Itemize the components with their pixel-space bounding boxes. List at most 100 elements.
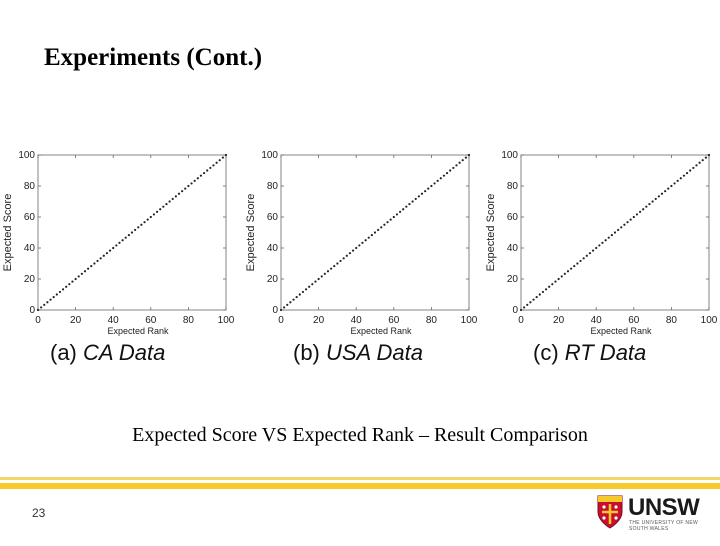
data-point: [351, 249, 355, 252]
y-tick-label: 40: [507, 243, 519, 254]
figure-caption: Expected Score VS Expected Rank – Result…: [132, 424, 588, 446]
panel-label: (b): [293, 340, 326, 365]
data-point: [199, 174, 203, 177]
data-point: [320, 275, 323, 278]
x-tick-label: 0: [278, 315, 284, 326]
data-point: [623, 223, 626, 226]
data-point: [642, 208, 645, 211]
data-point: [52, 295, 55, 299]
data-point: [149, 215, 152, 219]
data-point: [523, 306, 526, 309]
data-point: [405, 205, 408, 208]
data-point: [427, 187, 430, 190]
data-point: [134, 228, 137, 232]
data-point: [651, 200, 654, 203]
data-point: [626, 221, 629, 224]
x-axis-label: Expected Rank: [107, 326, 169, 336]
y-axis-label: Expected Score: [2, 194, 14, 272]
data-point: [467, 153, 471, 157]
data-point: [629, 218, 632, 221]
data-point: [566, 270, 570, 273]
x-tick-label: 100: [218, 315, 235, 326]
data-point: [358, 244, 361, 247]
logo-wordmark: UNSW: [628, 494, 700, 521]
data-point: [576, 262, 579, 265]
x-tick-label: 80: [183, 315, 195, 326]
y-tick-label: 100: [261, 150, 278, 161]
data-point: [202, 171, 206, 175]
data-point: [143, 221, 146, 224]
data-point: [174, 195, 177, 198]
data-point: [193, 179, 196, 182]
data-point: [102, 254, 105, 257]
y-tick-label: 80: [267, 181, 279, 192]
y-tick-label: 100: [501, 150, 518, 161]
data-point: [171, 197, 174, 201]
data-point: [588, 252, 592, 255]
data-point: [638, 210, 642, 213]
chart-panel-3: 0 20 40 60 80 100 0 20 40 60 80 100 Expected Rank Exp…: [485, 150, 718, 365]
unsw-shield-icon: [597, 495, 623, 529]
chart-panel-2: 0 20 40 60 80 100 0 20 40 60 80 100 Expected Rank Exp…: [245, 150, 478, 365]
data-point: [339, 259, 342, 263]
data-point: [212, 164, 215, 167]
data-point: [65, 285, 68, 288]
data-point: [71, 280, 74, 283]
data-point: [286, 303, 289, 306]
data-point: [177, 192, 181, 195]
data-point: [449, 169, 452, 172]
data-point: [604, 239, 607, 242]
panel-name: USA Data: [326, 340, 423, 365]
x-tick-label: 0: [35, 315, 41, 326]
data-point: [452, 166, 455, 170]
data-point: [377, 228, 380, 232]
data-point: [532, 298, 535, 301]
data-point: [36, 308, 40, 312]
data-point: [667, 187, 670, 190]
charts-area: 0 20 40 60 80 100 0 20 40 60 80 100 Expected Rank Exp…: [2, 150, 718, 365]
data-point: [538, 293, 541, 296]
page-number: 23: [32, 506, 46, 520]
data-point: [591, 249, 595, 252]
data-point: [389, 218, 392, 221]
data-point: [676, 179, 679, 182]
data-point: [373, 231, 377, 234]
y-tick-label: 20: [507, 274, 519, 285]
data-point: [695, 164, 698, 167]
data-point: [582, 257, 585, 260]
data-point: [573, 264, 576, 268]
y-tick-label: 0: [512, 305, 518, 316]
data-point: [417, 195, 420, 198]
data-point: [87, 267, 90, 270]
y-tick-label: 0: [29, 305, 35, 316]
x-tick-label: 40: [108, 315, 120, 326]
y-tick-label: 20: [267, 274, 279, 285]
data-point: [342, 257, 345, 260]
x-tick-label: 20: [553, 315, 565, 326]
data-point: [526, 303, 529, 306]
data-point: [635, 213, 639, 216]
data-point: [108, 249, 112, 252]
data-point: [519, 308, 523, 312]
data-point: [632, 215, 635, 219]
data-point: [61, 288, 65, 291]
data-point: [224, 153, 228, 157]
data-point: [333, 264, 336, 268]
data-point: [348, 252, 352, 255]
x-tick-label: 60: [628, 315, 640, 326]
data-point: [442, 174, 446, 177]
data-point: [187, 184, 190, 188]
data-point: [367, 236, 370, 239]
data-point: [40, 306, 43, 309]
data-point: [308, 285, 311, 288]
data-point: [137, 226, 140, 229]
data-point: [436, 179, 439, 182]
panel-caption: (a) CA Data: [50, 340, 165, 365]
data-point: [673, 182, 676, 185]
y-tick-label: 0: [272, 305, 278, 316]
data-point: [692, 166, 695, 170]
data-point: [364, 239, 367, 242]
data-point: [146, 218, 149, 221]
data-point: [654, 197, 657, 201]
data-point: [411, 200, 414, 203]
